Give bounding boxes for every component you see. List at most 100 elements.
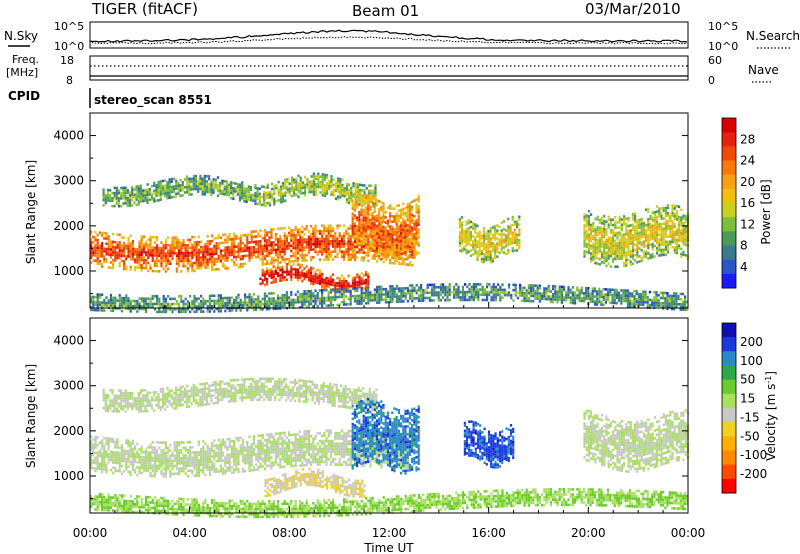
heatmap-cell: [263, 255, 266, 258]
heatmap-cell: [356, 198, 359, 201]
heatmap-cell: [538, 297, 541, 301]
heatmap-cell: [411, 286, 414, 290]
heatmap-cell: [191, 254, 194, 257]
heatmap-cell: [518, 215, 521, 219]
heatmap-cell: [250, 230, 253, 234]
heatmap-cell: [367, 251, 370, 255]
heatmap-cell: [411, 299, 414, 303]
heatmap-cell: [387, 290, 390, 293]
heatmap-cell: [340, 245, 343, 248]
heatmap-cell: [480, 257, 483, 261]
heatmap-cell: [351, 215, 354, 218]
heatmap-cell: [489, 237, 492, 240]
heatmap-cell: [369, 296, 372, 300]
heatmap-cell: [173, 308, 176, 311]
heatmap-cell: [192, 182, 195, 186]
heatmap-cell: [120, 194, 123, 198]
heatmap-cell: [305, 295, 308, 298]
heatmap-cell: [312, 177, 315, 181]
heatmap-cell: [380, 285, 383, 289]
heatmap-cell: [461, 247, 464, 250]
heatmap-cell: [446, 288, 449, 291]
heatmap-cell: [109, 256, 112, 259]
heatmap-cell: [147, 261, 150, 265]
heatmap-cell: [590, 234, 593, 237]
heatmap-cell: [256, 187, 259, 190]
heatmap-cell: [487, 229, 490, 233]
heatmap-cell: [671, 206, 674, 210]
heatmap-cell: [292, 246, 295, 250]
heatmap-cell: [411, 253, 414, 256]
heatmap-cell: [605, 254, 608, 257]
heatmap-cell: [638, 234, 641, 237]
heatmap-cell: [371, 243, 374, 246]
freq-right-tick-top: 60: [708, 54, 722, 67]
heatmap-cell: [334, 245, 337, 248]
heatmap-cell: [511, 218, 514, 222]
heatmap-cell: [290, 234, 293, 237]
heatmap-cell: [347, 253, 350, 256]
heatmap-cell: [127, 239, 130, 243]
heatmap-cell: [384, 258, 387, 261]
heatmap-cell: [365, 254, 368, 257]
heatmap-cell: [200, 294, 203, 298]
heatmap-cell: [314, 294, 317, 298]
heatmap-cell: [230, 253, 233, 257]
heatmap-cell: [625, 217, 628, 220]
heatmap-cell: [213, 244, 216, 248]
heatmap-cell: [164, 300, 167, 303]
heatmap-cell: [226, 299, 229, 302]
heatmap-cell: [605, 228, 608, 231]
heatmap-cell: [312, 182, 315, 186]
heatmap-cell: [664, 240, 667, 244]
heatmap-cell: [369, 200, 372, 203]
heatmap-cell: [664, 224, 667, 228]
heatmap-cell: [397, 227, 400, 231]
heatmap-cell: [303, 246, 306, 249]
heatmap-cell: [411, 216, 414, 219]
heatmap-cell: [609, 252, 612, 255]
heatmap-cell: [437, 291, 440, 294]
heatmap-cell: [647, 238, 650, 242]
heatmap-cell: [373, 223, 376, 226]
heatmap-cell: [601, 216, 604, 220]
heatmap-cell: [272, 270, 275, 274]
heatmap-cell: [615, 294, 618, 297]
heatmap-cell: [636, 242, 639, 246]
heatmap-cell: [439, 298, 442, 302]
heatmap-cell: [347, 245, 350, 248]
heatmap-cell: [662, 222, 665, 225]
heatmap-cell: [144, 196, 147, 200]
heatmap-cell: [193, 251, 196, 254]
heatmap-cell: [603, 214, 606, 218]
heatmap-cell: [128, 191, 132, 194]
heatmap-cell: [591, 292, 594, 296]
heatmap-cell: [393, 220, 396, 223]
heatmap-cell: [642, 253, 645, 256]
heatmap-cell: [288, 247, 291, 250]
heatmap-cell: [413, 228, 416, 231]
heatmap-cell: [129, 299, 132, 303]
heatmap-cell: [234, 182, 237, 185]
heatmap-cell: [332, 281, 335, 284]
heatmap-cell: [249, 198, 253, 202]
heatmap-cell: [642, 235, 645, 238]
heatmap-cell: [512, 288, 515, 292]
heatmap-cell: [279, 248, 282, 251]
heatmap-cell: [538, 300, 541, 303]
heatmap-cell: [455, 290, 458, 294]
heatmap-cell: [380, 293, 383, 296]
heatmap-cell: [230, 243, 233, 246]
heatmap-cell: [458, 236, 461, 239]
heatmap-cell: [406, 234, 409, 237]
heatmap-cell: [224, 246, 227, 249]
heatmap-cell: [369, 242, 372, 245]
heatmap-cell: [351, 251, 354, 254]
heatmap-cell: [393, 254, 396, 257]
heatmap-cell: [170, 177, 173, 181]
heatmap-cell: [150, 192, 154, 196]
heatmap-cell: [317, 183, 320, 186]
heatmap-cell: [195, 307, 198, 311]
heatmap-cell: [629, 231, 632, 235]
heatmap-cell: [350, 194, 353, 198]
